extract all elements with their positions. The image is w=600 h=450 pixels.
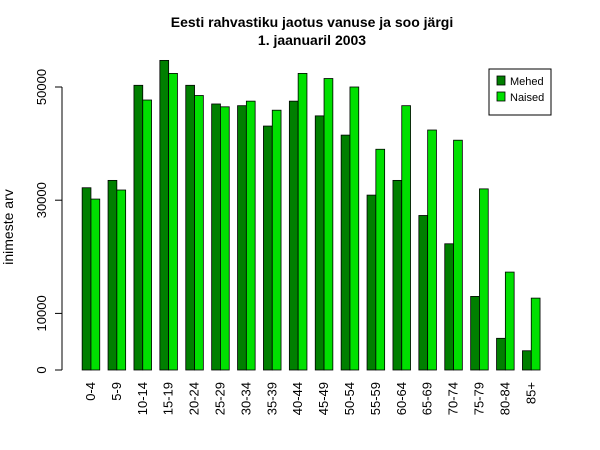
legend: Mehed Naised (488, 68, 552, 116)
y-axis: 0 10000 30000 50000 (34, 69, 63, 374)
bar-naised-45-49 (323, 78, 334, 371)
bar-naised-75-79 (479, 188, 489, 371)
bar-naised-55-59 (375, 148, 386, 371)
bar-mehed-85+ (522, 350, 532, 371)
y-axis-label: inimeste arv (0, 189, 16, 264)
legend-label: Mehed (510, 76, 544, 88)
y-tick-label: 50000 (34, 69, 49, 105)
x-tick-label: 55-59 (368, 382, 383, 415)
x-tick-label: 20-24 (187, 382, 202, 415)
x-tick-label: 50-54 (342, 382, 357, 415)
bar-mehed-0-4 (81, 187, 92, 371)
bar-naised-80-84 (504, 271, 515, 371)
bar-mehed-5-9 (107, 179, 118, 371)
legend-swatch (496, 91, 506, 102)
bar-mehed-60-64 (392, 179, 403, 371)
x-tick-label: 0-4 (83, 382, 98, 401)
y-tick-label: 10000 (34, 295, 49, 331)
x-tick-label: 5-9 (109, 382, 124, 401)
y-tick-label: 0 (34, 366, 49, 373)
x-tick-label: 85+ (523, 382, 538, 404)
bar-mehed-15-19 (159, 59, 170, 371)
x-tick-label: 40-44 (290, 382, 305, 415)
bar-naised-0-4 (90, 198, 101, 371)
x-tick-label: 30-34 (238, 382, 253, 415)
x-tick-label: 65-69 (420, 382, 435, 415)
bar-mehed-65-69 (418, 215, 429, 371)
bar-mehed-20-24 (185, 84, 195, 371)
bar-naised-25-29 (220, 106, 230, 371)
bar-naised-60-64 (401, 105, 411, 371)
bar-naised-20-24 (194, 95, 204, 371)
x-tick-label: 15-19 (161, 382, 176, 415)
x-tick-label: 25-29 (212, 382, 227, 415)
bar-mehed-55-59 (366, 194, 377, 371)
bar-mehed-45-49 (314, 115, 325, 371)
bar-mehed-75-79 (470, 296, 480, 371)
x-tick-label: 45-49 (316, 382, 331, 415)
bar-mehed-10-14 (133, 84, 144, 371)
x-tick-label: 10-14 (135, 382, 150, 415)
x-axis: 0-4 5-9 10-14 15-19 20-24 25-29 30-34 35-39 40-4… (83, 382, 538, 415)
bar-naised-50-54 (349, 86, 360, 371)
bar-naised-70-74 (453, 139, 463, 371)
bar-mehed-30-34 (237, 105, 247, 371)
bar-mehed-70-74 (444, 243, 454, 371)
x-tick-label: 80-84 (497, 382, 512, 415)
legend-label: Naised (510, 92, 544, 104)
bar-naised-30-34 (245, 100, 256, 371)
bar-naised-40-44 (297, 73, 308, 371)
bar-naised-65-69 (427, 129, 437, 371)
bar-mehed-80-84 (496, 337, 506, 371)
bar-naised-5-9 (116, 189, 127, 371)
x-tick-label: 35-39 (264, 382, 279, 415)
y-tick-label: 30000 (34, 182, 49, 218)
bar-naised-35-39 (271, 109, 282, 371)
chart-title: Eesti rahvastiku jaotus vanuse ja soo jä… (171, 14, 453, 30)
x-tick-label: 75-79 (471, 382, 486, 415)
bar-mehed-35-39 (263, 125, 273, 371)
bar-mehed-40-44 (288, 100, 299, 371)
chart-subtitle: 1. jaanuaril 2003 (258, 32, 366, 48)
bar-mehed-25-29 (211, 103, 221, 371)
x-tick-label: 70-74 (446, 382, 461, 415)
legend-swatch (496, 75, 506, 86)
bar-naised-10-14 (142, 99, 152, 371)
x-tick-label: 60-64 (394, 382, 409, 415)
bar-naised-85+ (530, 297, 541, 371)
bar-mehed-50-54 (340, 134, 351, 371)
bar-naised-15-19 (168, 73, 178, 371)
bars-group (81, 59, 541, 371)
